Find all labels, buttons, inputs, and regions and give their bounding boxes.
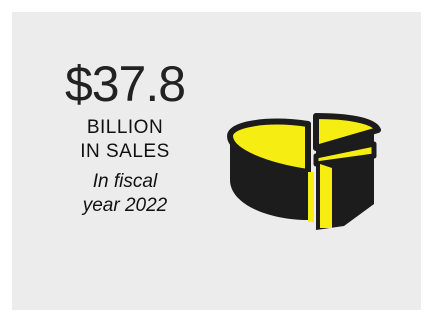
fiscal-year-note-line-2: year 2022: [82, 195, 168, 216]
sales-label-line-2: IN SALES: [80, 141, 170, 162]
pie-front-yellow-edge: [308, 172, 314, 222]
sales-label-line-1: BILLION: [86, 117, 164, 138]
fiscal-year-note-line-1: In fiscal: [92, 171, 158, 192]
fiscal-year-note: In fiscal year 2022: [44, 170, 206, 218]
pie-wedge-front-face: [320, 164, 332, 228]
pie-wedge-top: [313, 141, 377, 167]
pie-slice-top: [313, 113, 381, 151]
sales-label: BILLION IN SALES: [44, 116, 206, 164]
sales-stat: $37.8 BILLION IN SALES In fiscal year 20…: [44, 56, 206, 218]
pie-chart-icon: [227, 113, 381, 230]
sales-amount: $37.8: [64, 56, 186, 112]
pie-body-top: [227, 118, 311, 175]
